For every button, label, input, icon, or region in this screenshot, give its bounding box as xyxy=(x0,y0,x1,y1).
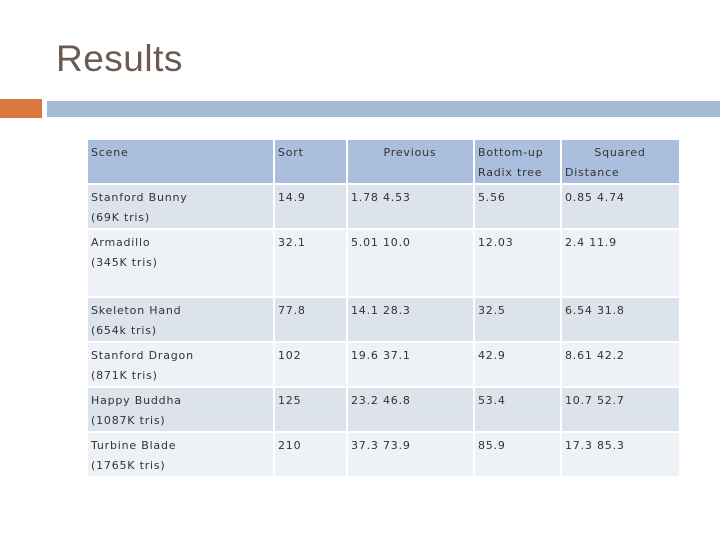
sort-value: 14.9 xyxy=(275,185,346,228)
table-row: Skeleton Hand (654k tris) 77.8 14.1 28.3 … xyxy=(88,298,679,341)
sort-value: 102 xyxy=(275,343,346,386)
scene-tris: (345K tris) xyxy=(91,256,158,269)
accent-bar-blue xyxy=(47,101,720,117)
scene-name: Stanford Bunny xyxy=(91,191,188,204)
header-squared-distance: Squared Distance xyxy=(562,140,679,183)
previous-value: 19.6 37.1 xyxy=(348,343,473,386)
bottom-up-value: 42.9 xyxy=(475,343,560,386)
scene-tris: (1765K tris) xyxy=(91,459,166,472)
bottom-up-value: 53.4 xyxy=(475,388,560,431)
scene-tris: (1087K tris) xyxy=(91,414,166,427)
header-scene: Scene xyxy=(88,140,273,183)
scene-name: Stanford Dragon xyxy=(91,349,194,362)
previous-value: 14.1 28.3 xyxy=(348,298,473,341)
table-row: Turbine Blade (1765K tris) 210 37.3 73.9 … xyxy=(88,433,679,476)
scene-name: Turbine Blade xyxy=(91,439,177,452)
sort-value: 77.8 xyxy=(275,298,346,341)
previous-value: 37.3 73.9 xyxy=(348,433,473,476)
squared-distance-value: 2.4 11.9 xyxy=(562,230,679,296)
header-bottom-up: Bottom-up Radix tree xyxy=(475,140,560,183)
header-previous: Previous xyxy=(348,140,473,183)
page-title: Results xyxy=(56,38,183,79)
scene-name: Armadillo xyxy=(91,236,151,249)
previous-value: 23.2 46.8 xyxy=(348,388,473,431)
bottom-up-value: 32.5 xyxy=(475,298,560,341)
table-row: Stanford Dragon (871K tris) 102 19.6 37.1… xyxy=(88,343,679,386)
table-header-row: Scene Sort Previous Bottom-up Radix tree… xyxy=(88,140,679,183)
sort-value: 32.1 xyxy=(275,230,346,296)
header-bottom-up-line1: Bottom-up xyxy=(478,146,544,159)
table-row: Stanford Bunny (69K tris) 14.9 1.78 4.53 … xyxy=(88,185,679,228)
header-sort: Sort xyxy=(275,140,346,183)
table-row: Happy Buddha (1087K tris) 125 23.2 46.8 5… xyxy=(88,388,679,431)
scene-name: Happy Buddha xyxy=(91,394,182,407)
scene-tris: (69K tris) xyxy=(91,211,150,224)
squared-distance-value: 0.85 4.74 xyxy=(562,185,679,228)
header-squared-line2: Distance xyxy=(565,166,620,179)
bottom-up-value: 5.56 xyxy=(475,185,560,228)
sort-value: 210 xyxy=(275,433,346,476)
header-squared-line1: Squared xyxy=(594,146,646,159)
bottom-up-value: 12.03 xyxy=(475,230,560,296)
table-row: Armadillo (345K tris) 32.1 5.01 10.0 12.0… xyxy=(88,230,679,296)
previous-value: 5.01 10.0 xyxy=(348,230,473,296)
squared-distance-value: 6.54 31.8 xyxy=(562,298,679,341)
bottom-up-value: 85.9 xyxy=(475,433,560,476)
squared-distance-value: 10.7 52.7 xyxy=(562,388,679,431)
previous-value: 1.78 4.53 xyxy=(348,185,473,228)
scene-tris: (654k tris) xyxy=(91,324,157,337)
squared-distance-value: 8.61 42.2 xyxy=(562,343,679,386)
squared-distance-value: 17.3 85.3 xyxy=(562,433,679,476)
sort-value: 125 xyxy=(275,388,346,431)
scene-name: Skeleton Hand xyxy=(91,304,182,317)
accent-bar-orange xyxy=(0,99,42,118)
results-table: Scene Sort Previous Bottom-up Radix tree… xyxy=(86,138,681,478)
scene-tris: (871K tris) xyxy=(91,369,158,382)
header-bottom-up-line2: Radix tree xyxy=(478,166,543,179)
